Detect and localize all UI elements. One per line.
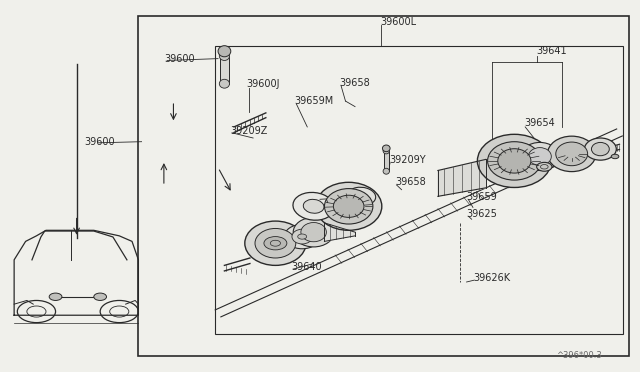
- Ellipse shape: [303, 199, 324, 213]
- Text: 39600L: 39600L: [381, 17, 417, 27]
- Ellipse shape: [383, 168, 390, 174]
- Polygon shape: [324, 223, 355, 241]
- Ellipse shape: [556, 142, 588, 166]
- Text: 39641: 39641: [537, 46, 567, 56]
- Text: 39625: 39625: [467, 209, 497, 219]
- Ellipse shape: [284, 224, 320, 249]
- Circle shape: [611, 154, 619, 159]
- Ellipse shape: [521, 142, 559, 170]
- Ellipse shape: [245, 221, 306, 265]
- Ellipse shape: [316, 182, 382, 230]
- Circle shape: [537, 162, 552, 171]
- Ellipse shape: [477, 134, 551, 187]
- Ellipse shape: [293, 217, 334, 247]
- Ellipse shape: [547, 136, 596, 171]
- Ellipse shape: [383, 145, 390, 152]
- Circle shape: [49, 293, 62, 301]
- Text: 39654: 39654: [524, 118, 555, 128]
- Text: 39600J: 39600J: [246, 80, 280, 89]
- Text: 39209Y: 39209Y: [389, 155, 426, 165]
- Ellipse shape: [301, 222, 326, 242]
- Ellipse shape: [488, 142, 541, 180]
- Polygon shape: [438, 160, 486, 196]
- Bar: [215, 46, 623, 334]
- Ellipse shape: [255, 228, 296, 258]
- Bar: [138, 16, 629, 356]
- Text: 39640: 39640: [291, 262, 322, 272]
- Ellipse shape: [333, 195, 364, 217]
- Text: ^396*00.3: ^396*00.3: [556, 351, 602, 360]
- Text: 39659: 39659: [467, 192, 497, 202]
- Text: 39209Z: 39209Z: [231, 126, 268, 136]
- Circle shape: [264, 237, 287, 250]
- Ellipse shape: [220, 52, 230, 61]
- Circle shape: [298, 234, 307, 239]
- Ellipse shape: [529, 148, 551, 165]
- Circle shape: [94, 293, 106, 301]
- Ellipse shape: [584, 138, 616, 160]
- Ellipse shape: [347, 187, 376, 205]
- Ellipse shape: [292, 229, 312, 244]
- Text: 39600: 39600: [84, 137, 115, 147]
- Bar: [220, 56, 229, 84]
- Ellipse shape: [383, 148, 390, 154]
- Ellipse shape: [220, 79, 230, 88]
- Text: 39659M: 39659M: [294, 96, 334, 106]
- Ellipse shape: [218, 46, 231, 57]
- Text: 39626K: 39626K: [473, 273, 510, 283]
- Text: 39658: 39658: [395, 177, 426, 187]
- Ellipse shape: [324, 189, 373, 224]
- Ellipse shape: [293, 192, 334, 220]
- Ellipse shape: [591, 142, 609, 156]
- Ellipse shape: [498, 149, 531, 173]
- Bar: [384, 151, 390, 171]
- Text: 39658: 39658: [339, 78, 370, 88]
- Text: 39600: 39600: [164, 54, 195, 64]
